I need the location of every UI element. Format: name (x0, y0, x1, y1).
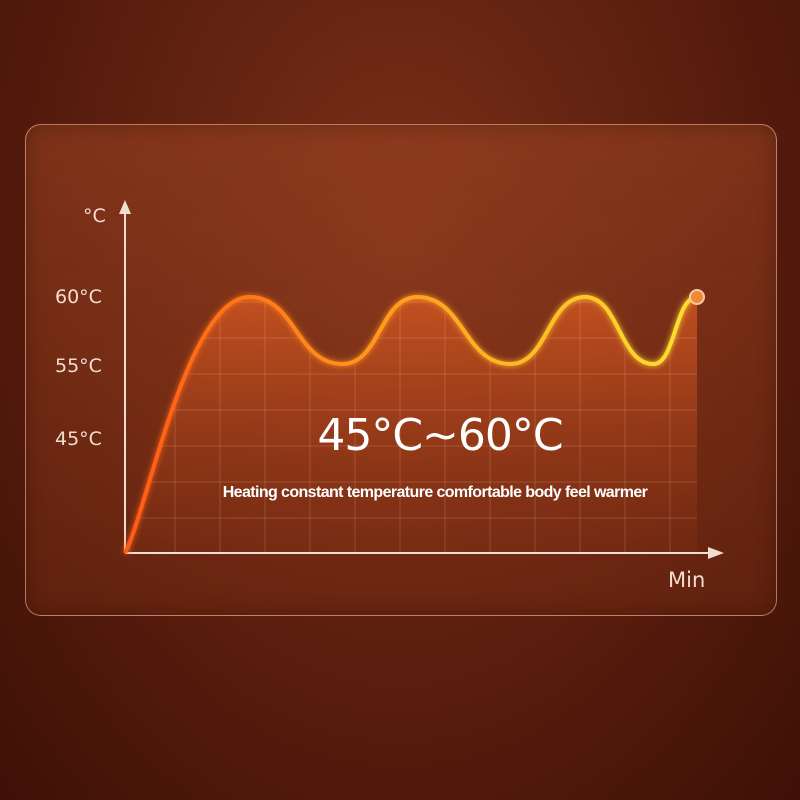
y-tick-label: 45°C (55, 428, 102, 450)
end-point-marker (689, 289, 705, 305)
series-line (123, 294, 698, 554)
area-fill (125, 297, 697, 553)
x-axis-arrow-icon (708, 547, 724, 559)
headline: 45°C~60°C (317, 410, 563, 461)
x-axis-label: Min (668, 568, 706, 592)
y-axis-arrow-icon (119, 200, 131, 214)
y-axis-label: °C (83, 205, 106, 227)
caption: Heating constant temperature comfortable… (222, 484, 648, 501)
y-tick-label: 55°C (55, 355, 102, 377)
y-tick-label: 60°C (55, 286, 102, 308)
